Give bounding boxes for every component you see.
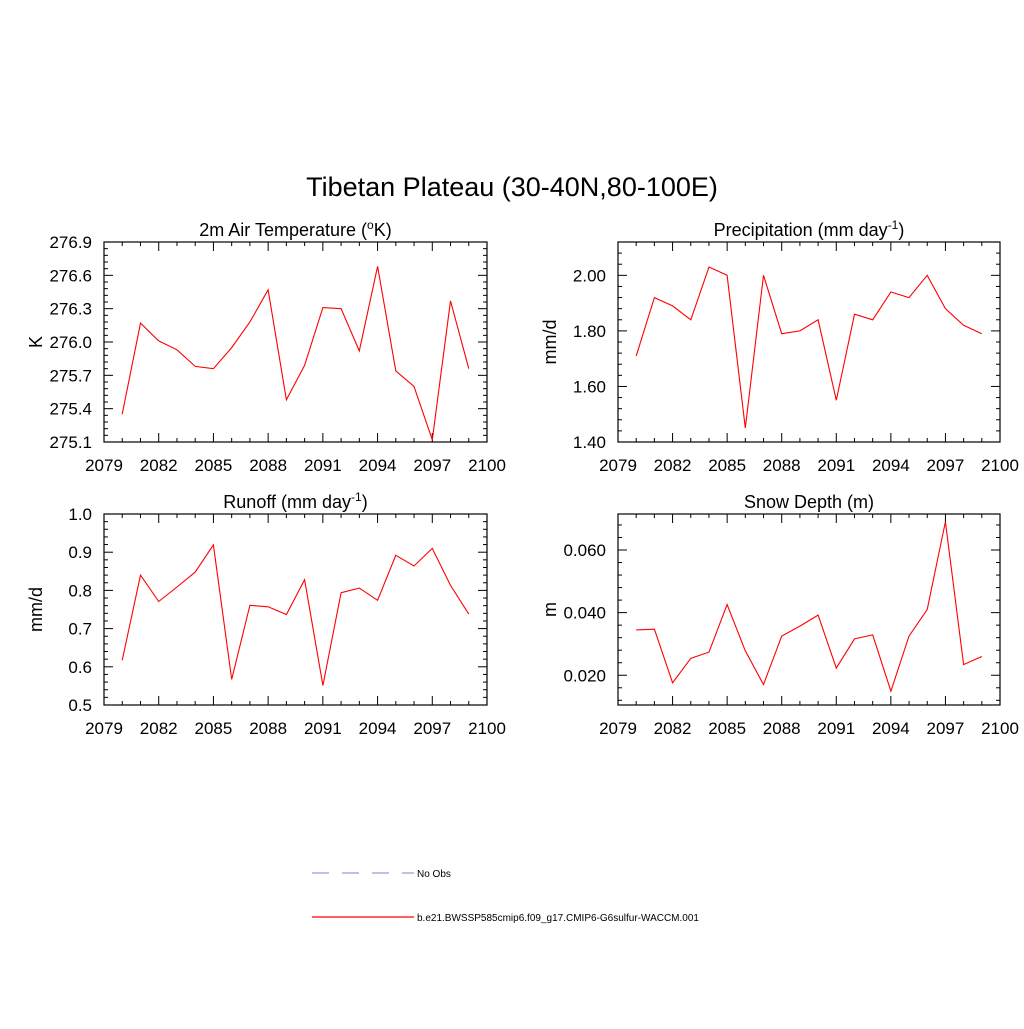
series-line: [636, 521, 983, 693]
x-tick-label: 2094: [359, 456, 397, 475]
y-tick-label: 1.0: [68, 505, 92, 524]
panel-title-sup: o: [367, 218, 374, 232]
panel-title-post: K): [374, 220, 392, 240]
y-tick-label: 276.6: [49, 266, 92, 285]
y-tick-label: 0.6: [68, 658, 92, 677]
panel-title-main: 2m Air Temperature (: [199, 220, 367, 240]
panel-title: Snow Depth (m): [744, 492, 874, 512]
x-tick-label: 2088: [249, 719, 287, 738]
panel-title-main: Runoff (mm day: [223, 492, 351, 512]
y-tick-label: 0.5: [68, 696, 92, 715]
x-tick-label: 2085: [708, 719, 746, 738]
panel-2: Precipitation (mm day-1) mm/d 2079 2082 2085…: [540, 218, 1019, 475]
x-tick-label: 2088: [763, 456, 801, 475]
panel-title-sup: -1: [351, 490, 362, 504]
y-tick-label: 0.8: [68, 581, 92, 600]
y-axis-label: mm/d: [540, 320, 560, 365]
y-axis-label: K: [26, 336, 46, 348]
x-tick-label: 2079: [85, 456, 123, 475]
x-tick-label: 2094: [872, 719, 910, 738]
panel-title-main: Precipitation (mm day: [714, 220, 888, 240]
y-tick-label: 0.020: [563, 666, 606, 685]
panel-title-post: ): [898, 220, 904, 240]
panel-title: Runoff (mm day-1): [223, 490, 367, 512]
x-tick-label: 2088: [249, 456, 287, 475]
y-tick-label: 0.060: [563, 541, 606, 560]
x-tick-label: 2082: [140, 719, 178, 738]
x-tick-label: 2091: [817, 719, 855, 738]
y-tick-label: 2.00: [573, 266, 606, 285]
y-tick-label: 0.9: [68, 543, 92, 562]
y-tick-label: 276.0: [49, 333, 92, 352]
x-tick-label: 2094: [872, 456, 910, 475]
plot-frame: [617, 241, 1001, 443]
x-tick-label: 2079: [599, 456, 637, 475]
y-tick-label: 0.040: [563, 604, 606, 623]
x-tick-label: 2091: [817, 456, 855, 475]
y-tick-label: 1.60: [573, 377, 606, 396]
series-line: [635, 266, 983, 429]
legend-label: No Obs: [417, 869, 451, 880]
panel-title: Precipitation (mm day-1): [714, 218, 905, 240]
panels-group: 2m Air Temperature (oK) K 2079 2082 2085 2088…: [26, 218, 1019, 738]
y-tick-label: 0.7: [68, 620, 92, 639]
x-tick-label: 2094: [359, 719, 397, 738]
y-axis-label: m: [540, 602, 560, 617]
x-tick-label: 2082: [140, 456, 178, 475]
x-tick-label: 2079: [85, 719, 123, 738]
panel-4: Snow Depth (m) m 2079 2082 2085 2088 2091 2094 2…: [540, 492, 1019, 738]
legend: No Obs b.e21.BWSSP585cmip6.f09_g17.CMIP6-…: [312, 869, 699, 924]
x-tick-label: 2082: [654, 719, 692, 738]
y-tick-label: 275.4: [49, 400, 92, 419]
x-tick-label: 2088: [763, 719, 801, 738]
x-tick-label: 2082: [654, 456, 692, 475]
x-tick-label: 2100: [468, 456, 506, 475]
y-tick-label: 276.3: [49, 300, 92, 319]
x-tick-label: 2085: [195, 719, 233, 738]
plot-frame: [103, 513, 488, 706]
panel-title-sup: -1: [888, 218, 899, 232]
legend-label: b.e21.BWSSP585cmip6.f09_g17.CMIP6-G6sulf…: [417, 913, 699, 924]
x-tick-label: 2085: [195, 456, 233, 475]
x-tick-label: 2085: [708, 456, 746, 475]
y-tick-label: 1.40: [573, 433, 606, 452]
y-tick-label: 276.9: [49, 233, 92, 252]
series-line: [121, 543, 470, 686]
y-axis-label: mm/d: [26, 587, 46, 632]
x-tick-label: 2097: [927, 456, 965, 475]
panel-title-main: Snow Depth (m): [744, 492, 874, 512]
y-tick-label: 275.7: [49, 366, 92, 385]
y-tick-label: 1.80: [573, 322, 606, 341]
y-tick-label: 275.1: [49, 433, 92, 452]
x-tick-label: 2097: [413, 456, 451, 475]
plot-frame: [617, 513, 1001, 706]
x-tick-label: 2091: [304, 456, 342, 475]
panel-title: 2m Air Temperature (oK): [199, 218, 391, 240]
figure-title: Tibetan Plateau (30-40N,80-100E): [306, 172, 718, 202]
panel-title-post: ): [362, 492, 368, 512]
series-line: [121, 266, 470, 440]
x-tick-label: 2097: [413, 719, 451, 738]
panel-3: Runoff (mm day-1) mm/d 2079 2082 2085 2088 209…: [26, 490, 506, 738]
x-tick-label: 2100: [981, 719, 1019, 738]
x-tick-label: 2100: [468, 719, 506, 738]
panel-1: 2m Air Temperature (oK) K 2079 2082 2085 2088…: [26, 218, 506, 475]
x-tick-label: 2091: [304, 719, 342, 738]
x-tick-label: 2079: [599, 719, 637, 738]
x-tick-label: 2097: [927, 719, 965, 738]
x-tick-label: 2100: [981, 456, 1019, 475]
